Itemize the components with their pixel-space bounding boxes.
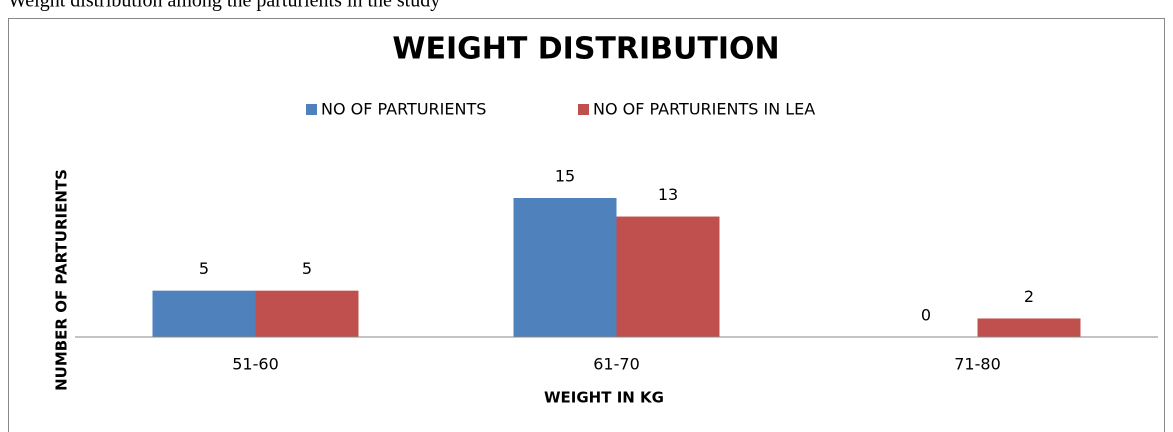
x-axis-label: WEIGHT IN KG xyxy=(544,389,664,407)
legend-label: NO OF PARTURIENTS IN LEA xyxy=(593,100,815,119)
value-label: 13 xyxy=(658,185,678,204)
value-label: 5 xyxy=(199,259,209,278)
caption: Weight distribution among the parturient… xyxy=(8,0,440,12)
x-tick-label: 51-60 xyxy=(232,355,279,374)
bar xyxy=(255,290,359,337)
bar xyxy=(977,318,1081,337)
x-tick-label: 61-70 xyxy=(593,355,640,374)
value-label: 0 xyxy=(921,306,931,325)
legend-label: NO OF PARTURIENTS xyxy=(321,100,486,119)
chart-title: WEIGHT DISTRIBUTION xyxy=(392,32,779,67)
bar xyxy=(152,290,256,337)
x-tick-label: 71-80 xyxy=(954,355,1001,374)
legend-swatch xyxy=(306,104,317,115)
y-axis-label: NUMBER OF PARTURIENTS xyxy=(53,169,71,391)
value-label: 15 xyxy=(555,167,575,186)
chart-border xyxy=(8,18,1165,432)
value-label: 2 xyxy=(1024,287,1034,306)
legend-swatch xyxy=(578,104,589,115)
value-label: 5 xyxy=(302,259,312,278)
bar xyxy=(513,198,617,337)
bar xyxy=(616,216,720,337)
